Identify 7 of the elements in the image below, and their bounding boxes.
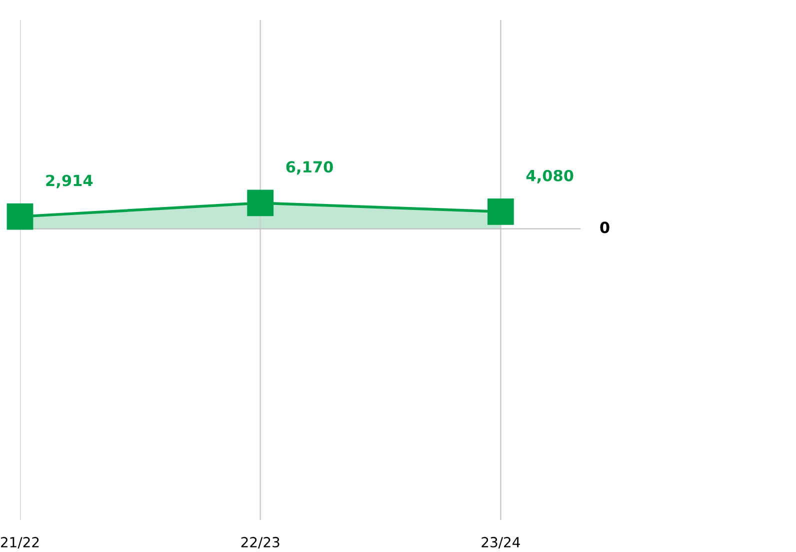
x-tick-label: 21/22	[1, 536, 39, 549]
text: 0	[600, 222, 610, 234]
x-tick-label: 22/23	[241, 536, 280, 549]
data-label: 6,170	[286, 161, 333, 175]
x-tick-label: 23/24	[482, 536, 520, 549]
data-label: 4,080	[526, 170, 574, 184]
data-label: 2,914	[46, 174, 93, 188]
